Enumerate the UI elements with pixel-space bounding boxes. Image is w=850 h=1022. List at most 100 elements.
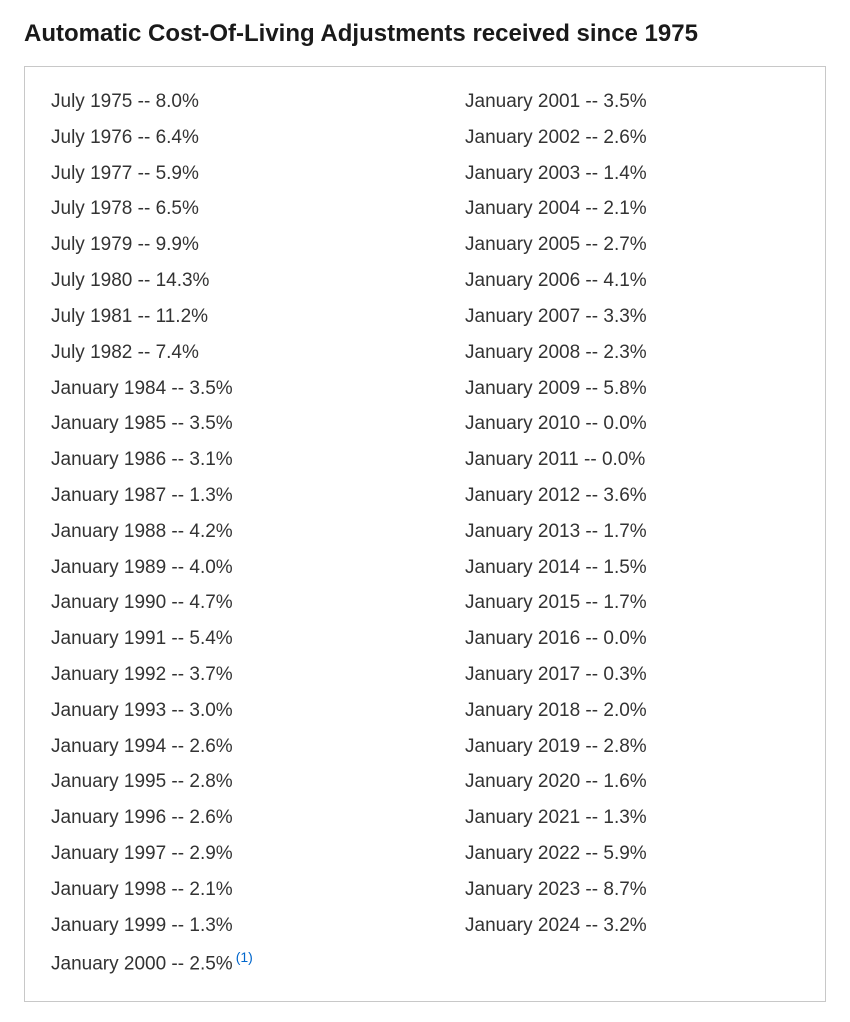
item-separator: -- xyxy=(166,628,189,649)
item-period: July 1975 xyxy=(51,91,132,112)
item-separator: -- xyxy=(166,953,189,974)
list-item: January 1986 -- 3.1% xyxy=(51,443,385,477)
list-item: January 1991 -- 5.4% xyxy=(51,622,385,656)
item-percentage: 3.1% xyxy=(189,449,232,470)
item-percentage: 6.5% xyxy=(156,198,199,219)
item-separator: -- xyxy=(580,413,603,434)
item-percentage: 2.8% xyxy=(189,771,232,792)
item-percentage: 7.4% xyxy=(156,342,199,363)
item-percentage: 2.0% xyxy=(603,700,646,721)
item-period: January 2007 xyxy=(465,306,580,327)
item-period: January 1987 xyxy=(51,485,166,506)
item-separator: -- xyxy=(132,198,155,219)
list-item: July 1982 -- 7.4% xyxy=(51,336,385,370)
item-separator: -- xyxy=(580,163,603,184)
item-percentage: 11.2% xyxy=(156,306,208,327)
item-period: January 2003 xyxy=(465,163,580,184)
item-percentage: 2.1% xyxy=(189,879,232,900)
item-percentage: 1.6% xyxy=(603,771,646,792)
item-separator: -- xyxy=(132,234,155,255)
item-separator: -- xyxy=(579,449,602,470)
item-percentage: 2.6% xyxy=(603,127,646,148)
item-percentage: 0.0% xyxy=(602,449,645,470)
item-separator: -- xyxy=(166,736,189,757)
item-separator: -- xyxy=(132,91,155,112)
item-period: January 1998 xyxy=(51,879,166,900)
item-separator: -- xyxy=(132,342,155,363)
item-period: January 2016 xyxy=(465,628,580,649)
item-period: July 1977 xyxy=(51,163,132,184)
item-period: January 2009 xyxy=(465,378,580,399)
item-percentage: 8.0% xyxy=(156,91,199,112)
list-item: January 1996 -- 2.6% xyxy=(51,801,385,835)
item-separator: -- xyxy=(166,915,189,936)
item-percentage: 0.0% xyxy=(603,628,646,649)
item-percentage: 1.7% xyxy=(603,521,646,542)
item-percentage: 3.5% xyxy=(189,378,232,399)
item-percentage: 5.9% xyxy=(156,163,199,184)
item-percentage: 2.6% xyxy=(189,736,232,757)
item-separator: -- xyxy=(580,843,603,864)
item-percentage: 1.3% xyxy=(189,485,232,506)
list-item: January 2007 -- 3.3% xyxy=(465,300,799,334)
item-separator: -- xyxy=(166,843,189,864)
item-separator: -- xyxy=(166,592,189,613)
footnote-link[interactable]: (1) xyxy=(236,949,253,965)
item-percentage: 0.0% xyxy=(603,413,646,434)
list-item: January 2003 -- 1.4% xyxy=(465,157,799,191)
item-period: January 2012 xyxy=(465,485,580,506)
item-separator: -- xyxy=(166,413,189,434)
item-separator: -- xyxy=(580,198,603,219)
item-percentage: 3.5% xyxy=(603,91,646,112)
item-percentage: 3.6% xyxy=(603,485,646,506)
item-period: July 1980 xyxy=(51,270,132,291)
list-item: July 1978 -- 6.5% xyxy=(51,192,385,226)
item-period: January 1991 xyxy=(51,628,166,649)
list-item: January 2020 -- 1.6% xyxy=(465,765,799,799)
list-item: July 1981 -- 11.2% xyxy=(51,300,385,334)
item-period: July 1976 xyxy=(51,127,132,148)
list-item: January 2008 -- 2.3% xyxy=(465,336,799,370)
item-period: January 1990 xyxy=(51,592,166,613)
item-period: January 2021 xyxy=(465,807,580,828)
item-separator: -- xyxy=(132,270,155,291)
item-percentage: 1.3% xyxy=(603,807,646,828)
item-period: January 2018 xyxy=(465,700,580,721)
item-separator: -- xyxy=(580,736,603,757)
list-item: January 2012 -- 3.6% xyxy=(465,479,799,513)
item-period: January 2014 xyxy=(465,557,580,578)
item-period: January 1999 xyxy=(51,915,166,936)
item-period: January 2017 xyxy=(465,664,580,685)
item-separator: -- xyxy=(580,771,603,792)
item-percentage: 2.8% xyxy=(603,736,646,757)
list-item: January 2013 -- 1.7% xyxy=(465,515,799,549)
item-period: July 1979 xyxy=(51,234,132,255)
item-percentage: 3.7% xyxy=(189,664,232,685)
list-item: January 2006 -- 4.1% xyxy=(465,264,799,298)
item-separator: -- xyxy=(166,700,189,721)
item-period: January 1984 xyxy=(51,378,166,399)
item-separator: -- xyxy=(166,521,189,542)
page-title: Automatic Cost-Of-Living Adjustments rec… xyxy=(24,20,826,48)
list-item: January 1990 -- 4.7% xyxy=(51,586,385,620)
list-item: January 2016 -- 0.0% xyxy=(465,622,799,656)
item-separator: -- xyxy=(580,234,603,255)
item-period: January 2015 xyxy=(465,592,580,613)
item-separator: -- xyxy=(580,521,603,542)
item-period: January 2002 xyxy=(465,127,580,148)
item-period: July 1981 xyxy=(51,306,132,327)
item-separator: -- xyxy=(580,557,603,578)
item-period: January 1995 xyxy=(51,771,166,792)
item-period: July 1982 xyxy=(51,342,132,363)
item-separator: -- xyxy=(166,449,189,470)
item-separator: -- xyxy=(580,664,603,685)
item-period: January 2001 xyxy=(465,91,580,112)
list-item: January 1999 -- 1.3% xyxy=(51,909,385,943)
item-period: January 1997 xyxy=(51,843,166,864)
item-period: January 2011 xyxy=(465,449,579,470)
list-item: January 2017 -- 0.3% xyxy=(465,658,799,692)
item-separator: -- xyxy=(132,127,155,148)
item-percentage: 3.3% xyxy=(603,306,646,327)
list-item: January 2019 -- 2.8% xyxy=(465,730,799,764)
item-percentage: 3.5% xyxy=(189,413,232,434)
